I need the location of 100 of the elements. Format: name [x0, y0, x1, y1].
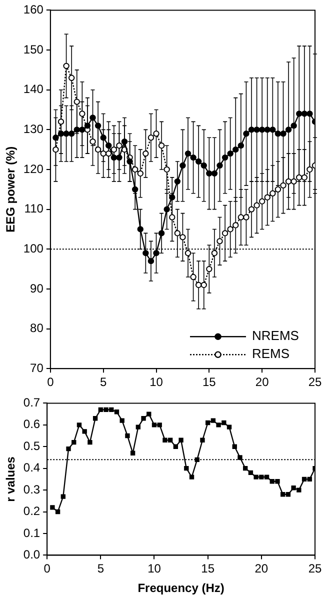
point [206, 170, 212, 177]
point [153, 250, 160, 256]
point [205, 420, 210, 426]
point [232, 146, 239, 153]
point [136, 424, 141, 430]
x-tick-label: 15 [202, 375, 216, 390]
point [285, 126, 292, 133]
y-tick-label: 100 [23, 241, 44, 256]
point [79, 126, 86, 133]
point [79, 110, 86, 117]
point [94, 122, 102, 129]
y-tick-label: 0.6 [23, 417, 40, 432]
point [291, 486, 296, 490]
point [194, 457, 200, 462]
point [60, 494, 66, 499]
point [216, 238, 223, 244]
point [184, 466, 189, 471]
point [63, 62, 70, 70]
point [280, 492, 286, 497]
y-tick-label: 0.3 [23, 482, 40, 496]
point [211, 170, 218, 177]
y-tick-label: 0.2 [23, 504, 40, 518]
point [92, 416, 98, 421]
point [296, 488, 302, 492]
point [116, 142, 122, 149]
point [164, 206, 170, 212]
point [222, 154, 228, 161]
point [184, 250, 192, 256]
point [58, 130, 64, 137]
point [137, 226, 144, 232]
point [227, 226, 234, 232]
y-axis-title: EEG power (%) [4, 146, 18, 232]
y-tick-label: 80 [30, 321, 44, 336]
point [174, 230, 181, 236]
point [290, 178, 297, 185]
point [190, 274, 196, 280]
point [211, 250, 218, 256]
point [50, 505, 55, 510]
point [200, 282, 207, 288]
point [238, 142, 244, 149]
y-tick-label: 0.0 [23, 548, 40, 562]
point [227, 150, 234, 157]
point [264, 474, 270, 480]
point [52, 134, 59, 141]
point [153, 130, 160, 137]
point [168, 438, 173, 442]
point [116, 154, 122, 161]
point [274, 186, 282, 192]
point [148, 134, 154, 141]
point [286, 492, 291, 497]
point [146, 412, 152, 416]
point [68, 130, 75, 137]
point [189, 474, 194, 480]
point [94, 146, 102, 153]
point [248, 126, 255, 133]
point [110, 154, 118, 161]
point [180, 234, 186, 240]
point [190, 154, 196, 161]
point [184, 150, 192, 157]
point [301, 174, 308, 181]
point [173, 444, 178, 449]
point [302, 476, 307, 482]
point [248, 470, 254, 476]
point [106, 142, 112, 149]
point [195, 282, 202, 288]
point [137, 170, 144, 177]
point [301, 110, 308, 117]
point [180, 162, 186, 169]
point [162, 438, 168, 442]
x-tick-label: 5 [100, 375, 107, 390]
x-tick-label: 10 [148, 562, 162, 576]
y-tick-label: 90 [30, 281, 44, 296]
point [55, 509, 60, 514]
point [222, 230, 228, 236]
point [296, 174, 302, 181]
point [232, 222, 239, 228]
point [58, 118, 64, 125]
point [90, 138, 96, 145]
point [274, 130, 282, 137]
point [120, 418, 124, 423]
point [121, 138, 128, 145]
point [68, 74, 75, 81]
point [84, 122, 91, 129]
point [98, 407, 104, 412]
point [63, 130, 70, 137]
point [126, 158, 133, 165]
point [88, 440, 92, 445]
y-tick-label: 160 [23, 2, 44, 17]
point [226, 424, 232, 430]
x-tick-label: 0 [44, 562, 51, 576]
x-tick-label: 0 [47, 375, 54, 390]
point [238, 214, 244, 220]
point [106, 150, 112, 157]
point [90, 114, 96, 121]
point [243, 466, 248, 471]
point [264, 126, 270, 133]
point [114, 410, 120, 414]
x-axis-title: Frequency (Hz) [138, 581, 224, 596]
point [254, 474, 258, 480]
point [76, 422, 82, 428]
